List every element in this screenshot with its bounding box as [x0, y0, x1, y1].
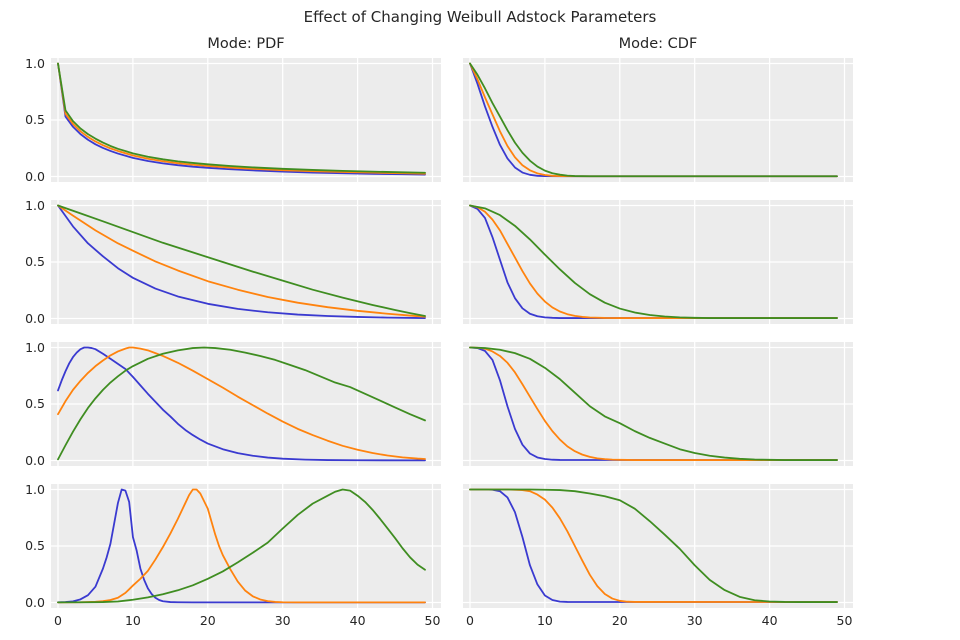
series-line-blue — [469, 204, 838, 319]
y-tick-label-row2-0.0: 0.0 — [25, 310, 45, 326]
y-tick-label-row1-0.0: 0.0 — [25, 168, 45, 184]
x-tick-label-col1-30: 30 — [274, 613, 291, 628]
subplot-row2-pdf — [51, 200, 441, 324]
series-line-blue — [57, 204, 426, 319]
series-line-orange — [469, 346, 838, 461]
x-tick-label-col1-40: 40 — [349, 613, 366, 628]
subplot-row4-pdf — [51, 484, 441, 608]
series-line-green — [469, 346, 838, 461]
subplot-title-cdf: Mode: CDF — [618, 36, 698, 52]
series-line-green — [469, 62, 838, 178]
series-line-orange — [57, 346, 426, 460]
series-line-green — [57, 62, 426, 174]
x-tick-label-col2-30: 30 — [686, 613, 703, 628]
series-line-orange — [57, 62, 426, 175]
y-tick-label-row1-1.0: 1.0 — [25, 55, 45, 71]
series-line-blue — [57, 488, 426, 604]
series-line-green — [57, 346, 426, 461]
series-line-orange — [57, 204, 426, 318]
figure-title: Effect of Changing Weibull Adstock Param… — [303, 8, 657, 26]
y-tick-label-row2-0.5: 0.5 — [25, 254, 45, 269]
x-tick-label-col2-10: 10 — [536, 613, 553, 628]
y-tick-label-row1-0.5: 0.5 — [25, 112, 45, 127]
subplot-title-pdf: Mode: PDF — [207, 36, 285, 52]
subplot-row1-cdf — [463, 58, 853, 182]
series-line-blue — [469, 62, 838, 178]
y-tick-label-row3-1.0: 1.0 — [25, 339, 45, 355]
series-line-blue — [57, 346, 426, 462]
series-line-green — [57, 488, 426, 604]
subplot-row3-pdf — [51, 342, 441, 466]
series-line-orange — [469, 204, 838, 319]
x-tick-label-col1-50: 50 — [424, 613, 441, 628]
subplot-row1-pdf — [51, 58, 441, 182]
x-tick-label-col2-20: 20 — [611, 613, 628, 628]
y-tick-label-row4-1.0: 1.0 — [25, 481, 45, 497]
series-line-green — [469, 204, 838, 319]
y-tick-label-row3-0.5: 0.5 — [25, 396, 45, 411]
series-line-orange — [57, 488, 426, 604]
x-tick-label-col1-10: 10 — [124, 613, 141, 628]
y-tick-label-row4-0.5: 0.5 — [25, 538, 45, 553]
series-line-orange — [469, 62, 838, 178]
x-tick-label-col2-40: 40 — [761, 613, 778, 628]
y-tick-label-row2-1.0: 1.0 — [25, 197, 45, 213]
y-tick-label-row4-0.0: 0.0 — [25, 594, 45, 610]
x-tick-label-col2-0: 0 — [466, 613, 474, 628]
series-line-green — [469, 488, 838, 603]
x-tick-label-col2-50: 50 — [836, 613, 853, 628]
x-tick-label-col1-0: 0 — [54, 613, 62, 628]
series-line-orange — [469, 488, 838, 603]
subplot-row3-cdf — [463, 342, 853, 466]
series-line-blue — [57, 62, 426, 176]
x-tick-label-col1-20: 20 — [199, 613, 216, 628]
subplot-row2-cdf — [463, 200, 853, 324]
y-tick-label-row3-0.0: 0.0 — [25, 452, 45, 468]
series-line-green — [57, 204, 426, 317]
series-line-blue — [469, 346, 838, 461]
subplot-row4-cdf — [463, 484, 853, 608]
